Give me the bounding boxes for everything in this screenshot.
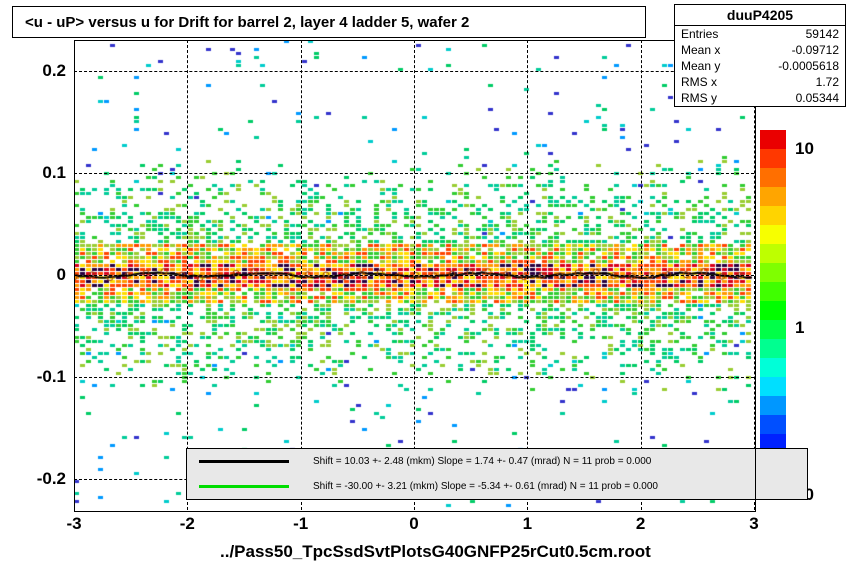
x-tick-label: 0 xyxy=(394,514,434,534)
x-tick-label: -2 xyxy=(167,514,207,534)
legend-text-0: Shift = 10.03 +- 2.48 (mkm) Slope = 1.74… xyxy=(313,456,651,467)
legend-row-1: Shift = -30.00 +- 3.21 (mkm) Slope = -5.… xyxy=(187,474,807,499)
stats-row-rmsx: RMS x 1.72 xyxy=(675,74,845,90)
plot-title: <u - uP> versus u for Drift for barrel 2… xyxy=(25,14,469,31)
stats-value: 0.05344 xyxy=(796,91,839,105)
y-tick-label: -0.2 xyxy=(6,469,66,489)
stats-label: Entries xyxy=(681,27,718,41)
heatmap-canvas xyxy=(74,40,754,510)
y-tick-label: 0 xyxy=(6,265,66,285)
stats-value: -0.09712 xyxy=(792,43,839,57)
y-tick-label: -0.1 xyxy=(6,367,66,387)
stats-row-meany: Mean y -0.0005618 xyxy=(675,58,845,74)
stats-row-rmsy: RMS y 0.05344 xyxy=(675,90,845,106)
x-tick-label: -1 xyxy=(281,514,321,534)
legend-text-1: Shift = -30.00 +- 3.21 (mkm) Slope = -5.… xyxy=(313,481,658,492)
legend-row-0: Shift = 10.03 +- 2.48 (mkm) Slope = 1.74… xyxy=(187,449,807,474)
stats-label: RMS y xyxy=(681,91,717,105)
stats-label: Mean y xyxy=(681,59,720,73)
stats-box: duuP4205 Entries 59142 Mean x -0.09712 M… xyxy=(674,4,846,107)
stats-value: 59142 xyxy=(806,27,839,41)
x-tick-label: 1 xyxy=(507,514,547,534)
colorbar-tick-label: 1 xyxy=(795,318,804,338)
x-tick-label: 3 xyxy=(734,514,774,534)
footer-file-path: ../Pass50_TpcSsdSvtPlotsG40GNFP25rCut0.5… xyxy=(220,542,651,562)
x-tick-label: 2 xyxy=(621,514,661,534)
stats-label: RMS x xyxy=(681,75,717,89)
stats-value: -0.0005618 xyxy=(778,59,839,73)
legend-swatch-black xyxy=(199,460,289,463)
legend-swatch-green xyxy=(199,485,289,488)
root: <u - uP> versus u for Drift for barrel 2… xyxy=(0,0,850,572)
plot-area: Shift = 10.03 +- 2.48 (mkm) Slope = 1.74… xyxy=(74,40,754,510)
x-tick-label: -3 xyxy=(54,514,94,534)
stats-label: Mean x xyxy=(681,43,720,57)
y-tick-label: 0.2 xyxy=(6,61,66,81)
y-tick-label: 0.1 xyxy=(6,163,66,183)
stats-name: duuP4205 xyxy=(675,5,845,26)
colorbar-tick-label: 10 xyxy=(795,139,814,159)
stats-row-entries: Entries 59142 xyxy=(675,26,845,42)
fit-legend-box: Shift = 10.03 +- 2.48 (mkm) Slope = 1.74… xyxy=(186,448,808,500)
plot-title-box: <u - uP> versus u for Drift for barrel 2… xyxy=(12,6,646,38)
stats-value: 1.72 xyxy=(816,75,839,89)
stats-row-meanx: Mean x -0.09712 xyxy=(675,42,845,58)
